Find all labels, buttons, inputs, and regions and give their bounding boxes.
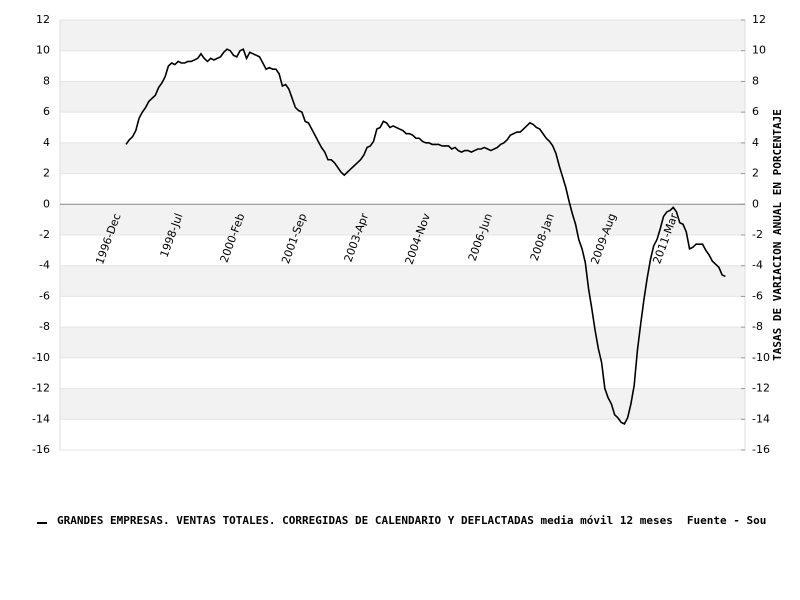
y2-tick-label: -4 [752,259,763,272]
line [125,48,726,425]
y2-tick-label: -6 [752,289,763,302]
y2-tick-label: -2 [752,228,763,241]
y2-tick-label: 10 [752,44,766,57]
y2-tick-label: -14 [752,412,770,425]
grid-band [60,20,745,51]
y-tick-label: 0 [43,197,50,210]
y2-axis-label: TASAS DE VARIACION ANUAL EN PORCENTAJE [771,109,784,361]
y-tick-label: -12 [32,382,50,395]
legend-label: GRANDES EMPRESAS. VENTAS TOTALES. CORREG… [57,514,673,527]
grid-band [60,142,745,174]
y2-tick-label: 12 [752,13,766,26]
y-tick-label: 8 [43,74,50,87]
y-tick-label: -14 [32,412,50,425]
y-tick-label: -10 [32,351,50,364]
y2-tick-label: 6 [752,105,759,118]
y2-tick-label: 2 [752,167,759,180]
y-tick-label: -6 [39,289,50,302]
y2-tick-label: -16 [752,443,770,456]
grid-band [60,81,745,113]
y-tick-label: -4 [39,259,50,272]
y2-tick-label: 4 [752,136,759,149]
grid-band [60,265,745,297]
y-tick-label: 12 [36,13,50,26]
grid-band [60,388,745,420]
y-tick-label: 4 [43,136,50,149]
y-tick-label: 2 [43,167,50,180]
y2-tick-label: 0 [752,197,759,210]
y-tick-label: -8 [39,320,50,333]
source-note: Fuente - Sou [687,514,766,527]
y-tick-label: 6 [43,105,50,118]
y2-tick-label: -8 [752,320,763,333]
y2-tick-label: -10 [752,351,770,364]
y-tick-label: 10 [36,44,50,57]
y2-tick-label: -12 [752,382,770,395]
grid-band [60,327,745,358]
y-tick-label: -16 [32,443,50,456]
y-tick-label: -2 [39,228,50,241]
y2-tick-label: 8 [752,74,759,87]
grid-band [60,204,745,235]
